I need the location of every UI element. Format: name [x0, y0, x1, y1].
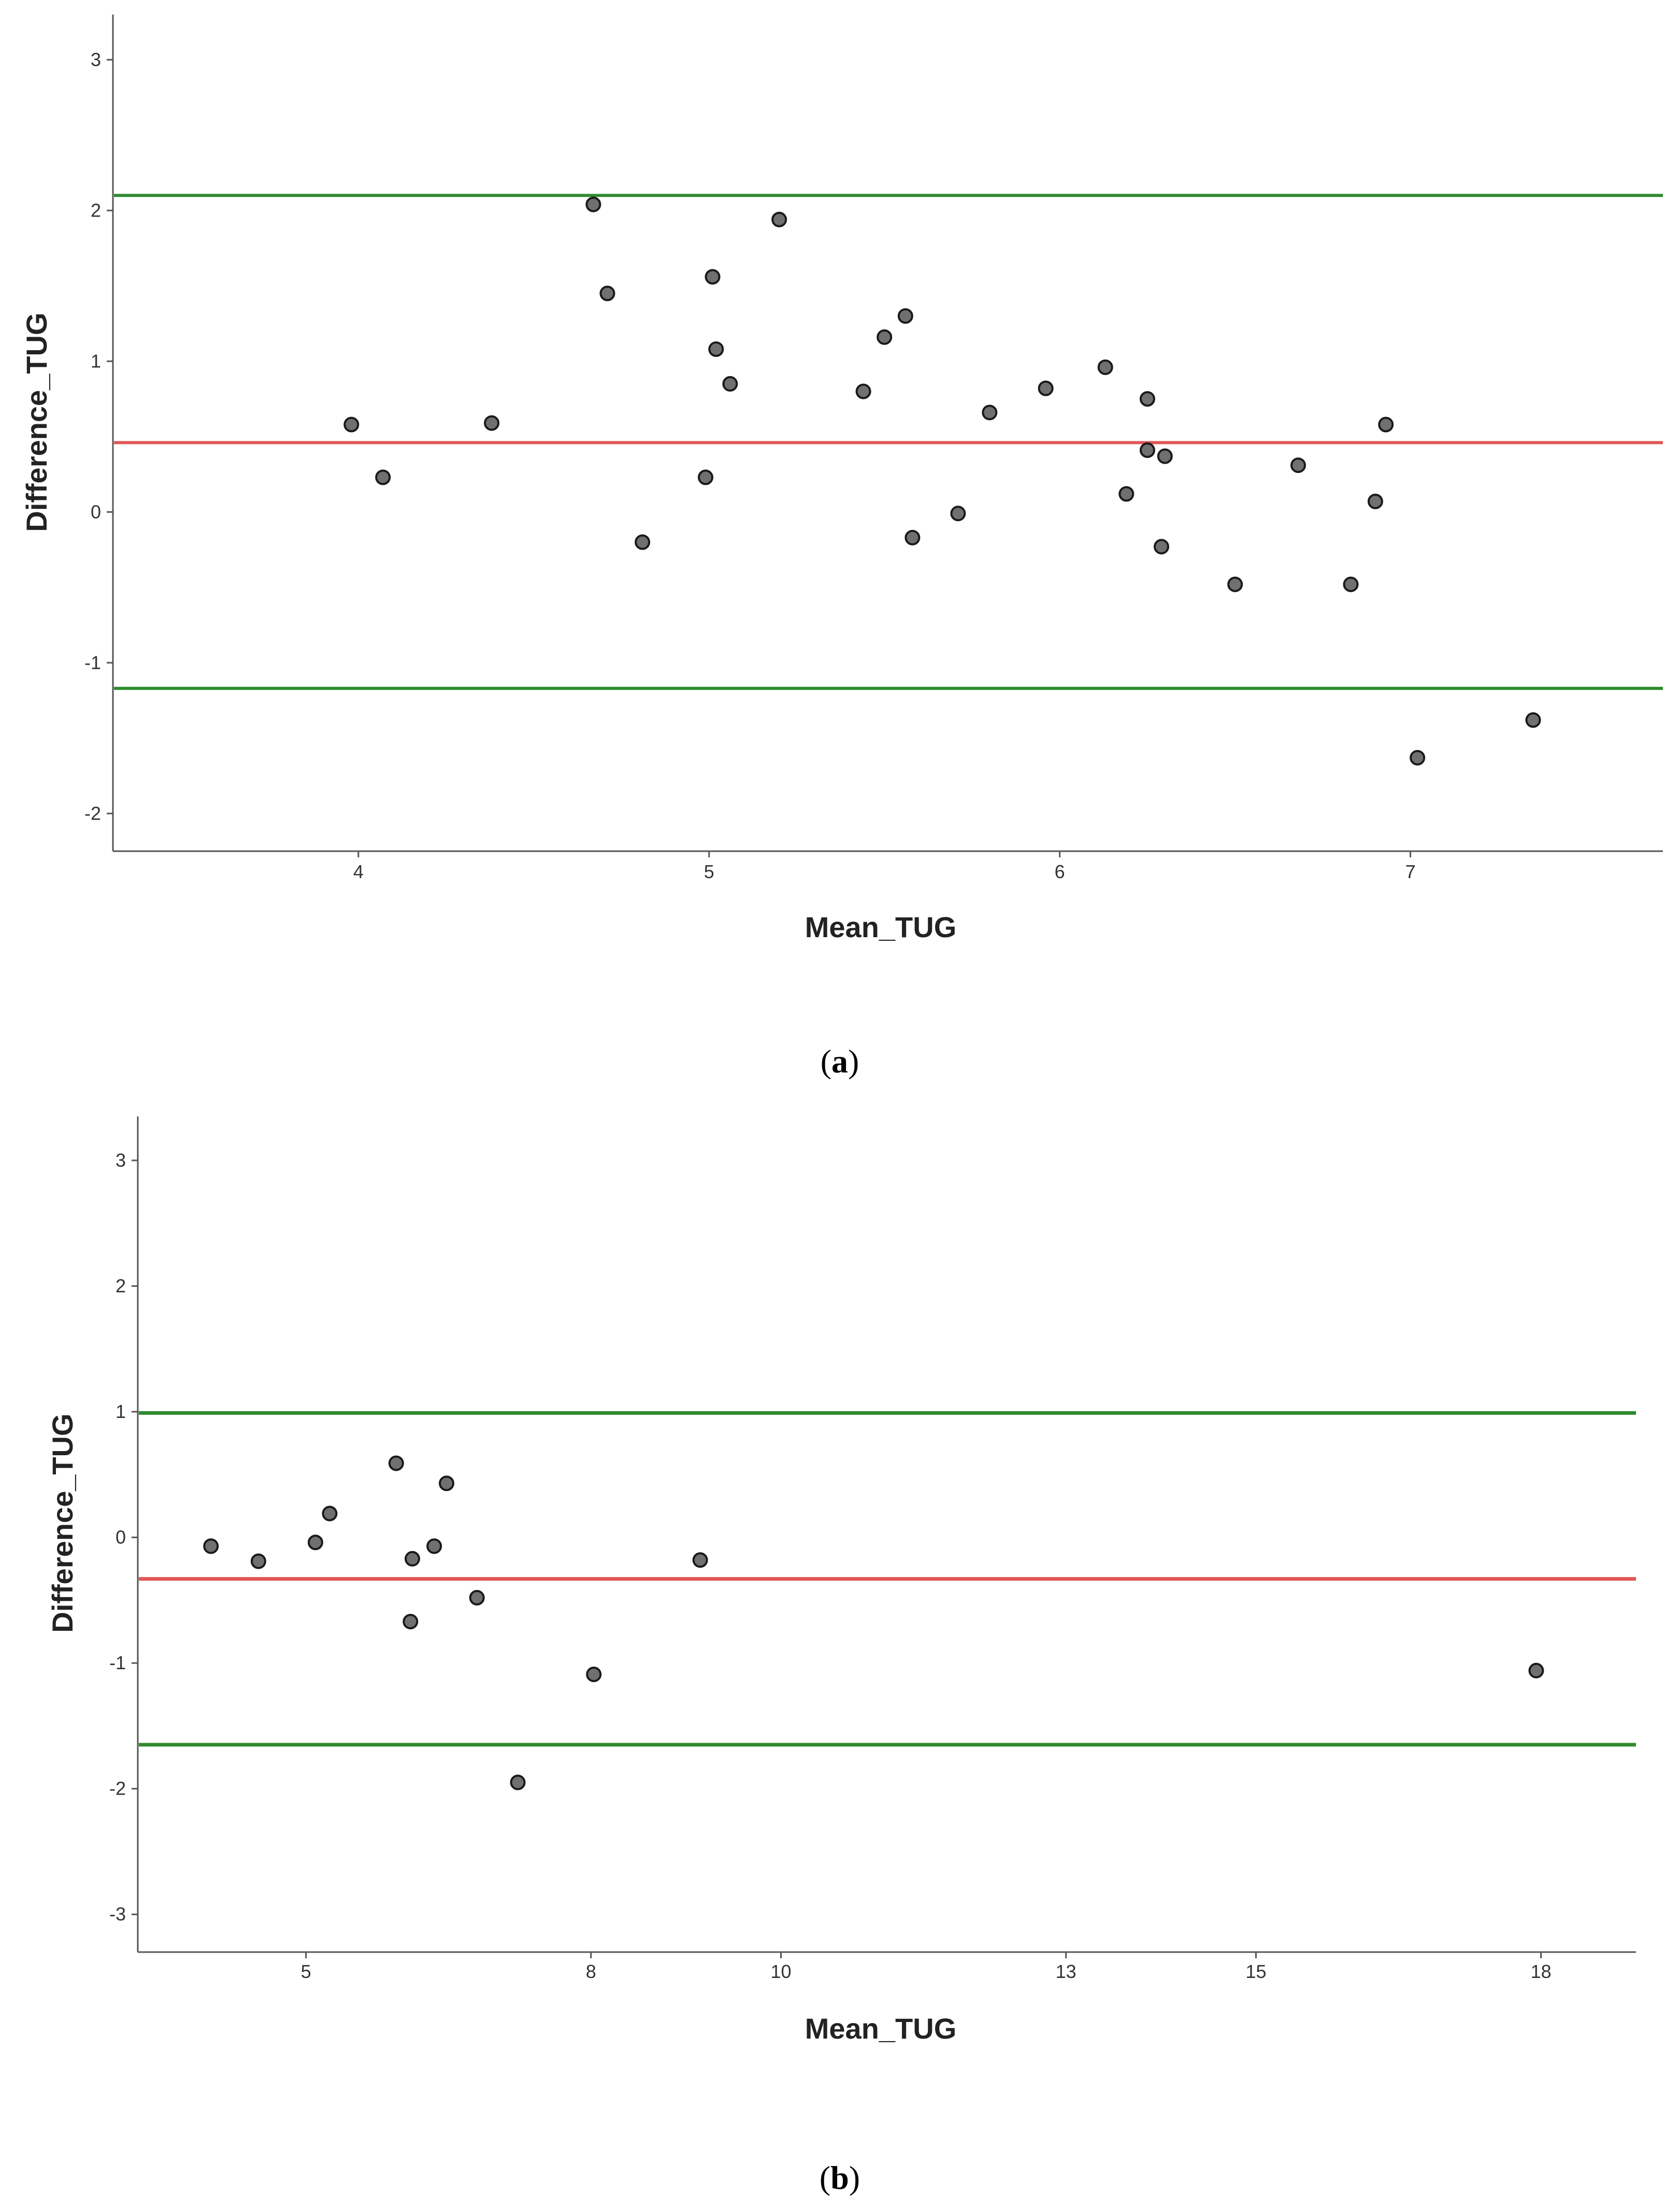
x-tick-label: 6	[1055, 861, 1065, 882]
data-point	[375, 469, 391, 485]
x-tick-label: 10	[771, 1961, 792, 1982]
data-point	[1154, 539, 1169, 555]
panel-a-plot-area: 3 2 1 0 -1 -2 4 5 6 7	[84, 15, 1663, 882]
data-point	[1227, 576, 1243, 592]
data-point	[484, 415, 500, 431]
x-tick-label: 18	[1531, 1961, 1552, 1982]
y-tick-label: 1	[91, 350, 101, 371]
data-point	[1528, 1662, 1544, 1679]
y-tick-label: -2	[109, 1778, 126, 1799]
data-point	[469, 1589, 485, 1605]
data-point	[1139, 442, 1155, 458]
y-tick-label: 2	[91, 199, 101, 221]
x-tick-label: 13	[1056, 1961, 1076, 1982]
data-point	[1378, 417, 1394, 433]
data-point	[307, 1535, 323, 1551]
data-point	[1157, 448, 1173, 464]
panel-a-caption-letter: a	[831, 1043, 848, 1080]
x-tick-label: 4	[353, 861, 364, 882]
data-point	[1139, 391, 1155, 407]
data-point	[950, 506, 966, 522]
data-point	[982, 405, 998, 421]
data-point	[635, 534, 651, 550]
data-point	[1525, 712, 1541, 728]
data-point	[1290, 457, 1306, 474]
y-tick-label: 0	[116, 1527, 126, 1548]
panel-a-y-axis-title: Difference_TUG	[20, 312, 53, 532]
data-point	[1367, 493, 1383, 509]
panel-a-x-axis-title: Mean_TUG	[805, 911, 957, 943]
data-point	[698, 469, 713, 485]
panel-b-y-axis-title: Difference_TUG	[46, 1413, 79, 1632]
data-point	[1118, 486, 1135, 502]
data-point	[585, 196, 601, 212]
data-point	[586, 1666, 602, 1682]
y-tick-label: 1	[116, 1401, 126, 1422]
panel-a: 3 2 1 0 -1 -2 4 5 6 7 Mean_TUG Difference_TUG (a)	[20, 15, 1663, 1080]
data-point	[1410, 750, 1426, 766]
data-point	[771, 211, 787, 227]
y-tick-label: -1	[84, 652, 101, 673]
data-point	[708, 341, 724, 357]
y-tick-label: 3	[116, 1150, 126, 1171]
panel-b-caption-letter: b	[830, 2159, 849, 2196]
data-point	[705, 269, 721, 285]
data-point	[403, 1614, 419, 1630]
data-point	[1097, 359, 1113, 375]
panel-b-caption: (b)	[820, 2159, 860, 2196]
y-tick-label: 2	[116, 1275, 126, 1296]
data-point	[510, 1774, 526, 1790]
data-point	[877, 329, 893, 345]
panel-b-x-axis-title: Mean_TUG	[805, 2012, 957, 2045]
y-tick-label: 3	[91, 49, 101, 70]
y-tick-label: 0	[91, 501, 101, 522]
data-point	[904, 529, 921, 546]
data-point	[439, 1475, 455, 1492]
y-tick-label: -1	[109, 1652, 126, 1673]
data-point	[250, 1553, 266, 1569]
data-point	[322, 1506, 338, 1522]
data-point	[404, 1551, 420, 1567]
x-tick-label: 15	[1245, 1961, 1266, 1982]
x-tick-label: 5	[301, 1961, 311, 1982]
x-tick-label: 5	[704, 861, 714, 882]
data-point	[722, 376, 738, 392]
data-point	[897, 308, 913, 324]
x-tick-label: 8	[586, 1961, 596, 1982]
x-tick-label: 7	[1405, 861, 1416, 882]
data-point	[388, 1455, 404, 1471]
y-tick-label: -3	[109, 1903, 126, 1925]
data-point	[1343, 576, 1359, 592]
data-point	[692, 1552, 708, 1568]
data-point	[343, 417, 360, 433]
panel-a-caption: (a)	[821, 1043, 859, 1080]
data-point	[1038, 380, 1054, 396]
data-point	[855, 383, 871, 399]
y-tick-label: -2	[84, 802, 101, 824]
data-point	[599, 285, 615, 302]
data-point	[426, 1538, 442, 1554]
data-point	[203, 1538, 219, 1554]
